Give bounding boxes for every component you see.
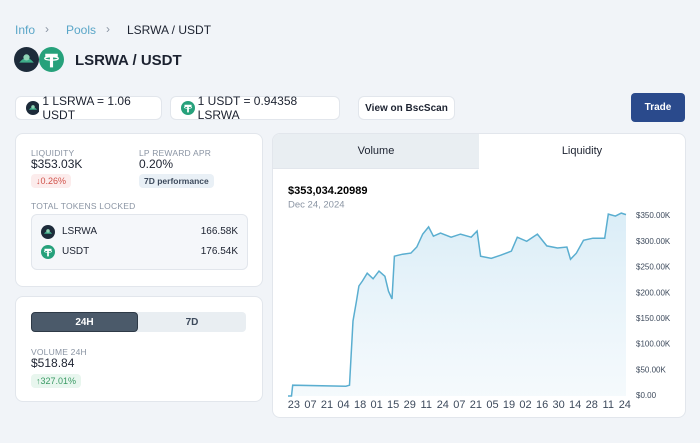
x-tick-label: 02 (519, 399, 531, 411)
period-tab-active[interactable]: 24H (31, 312, 138, 332)
area (288, 213, 626, 396)
x-tick-label: 21 (470, 399, 482, 411)
x-tick-label: 21 (321, 399, 333, 411)
chart-tab[interactable]: Volume (273, 134, 479, 169)
token-icon (26, 101, 40, 115)
x-tick-label: 29 (404, 399, 416, 411)
stats-card: LIQUIDITY $353.03K ↓0.26% LP REWARD APR … (15, 133, 263, 287)
x-tick-label: 16 (536, 399, 548, 411)
breadcrumb-separator: › (106, 22, 110, 36)
x-tick-label: 07 (453, 399, 465, 411)
x-tick-label: 11 (603, 399, 614, 411)
volume-card: 24H 7D VOLUME 24H $518.84 ↑327.01% (15, 296, 263, 402)
token-symbol: LSRWA (62, 226, 98, 237)
line (288, 212, 627, 397)
x-tick-label: 19 (503, 399, 515, 411)
x-tick-label: 23 (288, 399, 300, 411)
x-tick-label: 18 (354, 399, 366, 411)
stat-value: 0.20% (139, 157, 174, 171)
chart-card: Volume Liquidity $353,034.20989 Dec 24, … (272, 133, 686, 418)
section-label: TOTAL TOKENS LOCKED (31, 201, 136, 211)
x-tick-label: 05 (486, 399, 498, 411)
bscscan-button[interactable]: View on BscScan (358, 96, 455, 120)
period-tab[interactable]: 7D (185, 316, 199, 328)
token-amount: 176.54K (200, 246, 238, 257)
y-tick-label: $350.00K (636, 211, 671, 220)
x-tick-label: 04 (337, 399, 349, 411)
stat-label: LIQUIDITY (31, 148, 75, 158)
price-text: 1 LSRWA = 1.06 USDT (42, 94, 131, 122)
pair-title: LSRWA / USDT (75, 52, 182, 69)
stat-label: LP REWARD APR (139, 148, 212, 158)
y-tick-label: $150.00K (636, 314, 671, 323)
y-tick-label: $250.00K (636, 263, 671, 272)
x-tick-label: 14 (569, 399, 581, 411)
breadcrumb-link[interactable]: Pools (66, 23, 97, 37)
y-tick-label: $200.00K (636, 288, 671, 297)
change-badge: ↓0.26% (31, 174, 72, 188)
x-tick-label: 24 (437, 399, 449, 411)
token-icon (41, 245, 55, 259)
x-tick-label: 30 (553, 399, 565, 411)
x-tick-label: 24 (619, 399, 631, 411)
stat-label: VOLUME 24H (31, 347, 87, 357)
chart-tab-active[interactable]: Liquidity (561, 145, 603, 157)
y-tick-label: $50.00K (636, 365, 666, 374)
pair-icons (14, 47, 64, 72)
change-badge: ↑327.01% (31, 374, 82, 388)
chart-subtitle: Dec 24, 2024 (288, 200, 345, 211)
x-tick-label: 07 (304, 399, 316, 411)
price-pill: 1 USDT = 0.94358 LSRWA (170, 94, 340, 122)
breadcrumb-link[interactable]: Info (15, 23, 36, 37)
chart-title: $353,034.20989 (288, 185, 368, 197)
y-tick-label: $100.00K (636, 340, 671, 349)
price-pill: 1 LSRWA = 1.06 USDT (15, 94, 162, 122)
breadcrumb-current: LSRWA / USDT (127, 23, 212, 37)
stat-value: $518.84 (31, 356, 75, 370)
x-tick-label: 28 (586, 399, 598, 411)
token-amount: 166.58K (200, 226, 238, 237)
apr-note: 7D performance (139, 174, 214, 188)
token-icon (41, 225, 55, 239)
token-icon (181, 101, 195, 115)
price-text: 1 USDT = 0.94358 LSRWA (197, 94, 298, 122)
y-tick-label: $300.00K (636, 237, 671, 246)
x-tick-label: 11 (421, 399, 432, 411)
trade-button[interactable]: Trade (631, 93, 685, 122)
breadcrumb-separator: › (45, 22, 49, 36)
stat-value: $353.03K (31, 157, 83, 171)
y-tick-label: $0.00 (636, 391, 657, 400)
x-tick-label: 01 (371, 399, 383, 411)
tokens-box: LSRWA 166.58K USDT 176.54K (31, 214, 248, 270)
x-tick-label: 15 (387, 399, 399, 411)
token-symbol: USDT (62, 246, 90, 257)
chart: $353,034.20989 Dec 24, 2024 $0.00 $50.00K… (288, 185, 671, 411)
